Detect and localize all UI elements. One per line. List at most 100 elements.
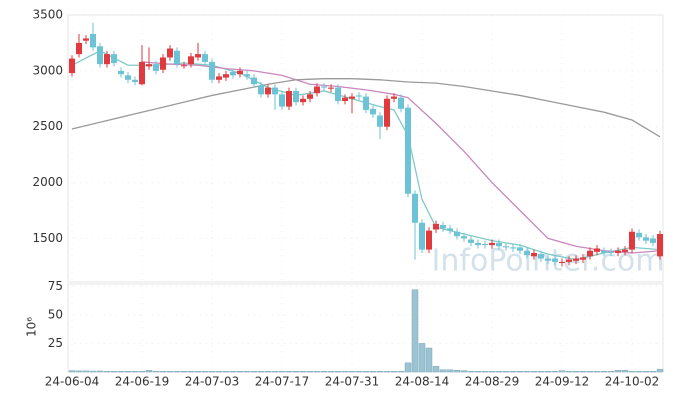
candle-body [538, 254, 544, 259]
x-tick-label: 24-07-03 [185, 375, 239, 389]
candle-body [601, 250, 607, 253]
candle-body [566, 259, 572, 262]
candle-body [160, 57, 166, 70]
y-tick-label: 3500 [32, 8, 63, 22]
volume-bar [124, 371, 132, 373]
volume-bar [257, 371, 265, 373]
volume-bar [418, 343, 426, 373]
candle-body [181, 65, 187, 67]
candle-body [321, 86, 327, 88]
candle-body [293, 90, 299, 103]
candle-body [300, 98, 306, 103]
candle-body [517, 247, 523, 251]
candle-body [573, 258, 579, 261]
candle-body [608, 251, 614, 253]
volume-bar [264, 371, 272, 373]
candle-body [230, 71, 236, 76]
volume-bar [292, 371, 300, 373]
volume-bar [271, 371, 279, 373]
price-frame [67, 14, 664, 283]
candle-body [111, 54, 117, 64]
volume-bar [481, 371, 489, 373]
volume-bar [586, 371, 594, 373]
candle-body [594, 248, 600, 252]
volume-bar [404, 362, 412, 373]
volume-bar [516, 371, 524, 373]
candle-body [244, 74, 250, 77]
volume-bar [166, 371, 174, 373]
candle-body [328, 87, 334, 89]
volume-bar [397, 371, 405, 373]
candle-body [580, 257, 586, 260]
volume-bar [523, 371, 531, 373]
volume-bar [558, 370, 566, 373]
volume-bar [390, 371, 398, 373]
volume-bar [537, 371, 545, 373]
volume-y-label: 10⁶ [25, 317, 39, 337]
volume-bar [117, 371, 125, 373]
candle-body [461, 236, 467, 239]
volume-bar [341, 371, 349, 373]
candle-body [405, 107, 411, 194]
volume-bar [649, 371, 657, 373]
moving-average [71, 78, 661, 138]
volume-bar [208, 371, 216, 373]
candle-body [76, 42, 82, 55]
candle-body [125, 75, 131, 80]
candle-body [195, 54, 201, 58]
volume-bar [425, 347, 433, 373]
x-tick-label: 24-09-12 [535, 375, 589, 389]
volume-bar [131, 371, 139, 373]
candle-body [377, 115, 383, 127]
volume-bar [656, 368, 664, 373]
volume-bar [635, 371, 643, 373]
volume-tick-label: 50 [48, 307, 63, 321]
volume-bar [306, 371, 314, 373]
volume-bar [446, 369, 454, 373]
volume-bar [614, 370, 622, 373]
volume-bar [628, 371, 636, 373]
candle-body [335, 87, 341, 102]
candle-body [356, 95, 362, 97]
volume-bar [75, 370, 83, 373]
volume-bar [474, 371, 482, 373]
candle-body [209, 61, 215, 80]
volume-bar [138, 371, 146, 373]
candle-body [307, 94, 313, 99]
candle-body [153, 64, 159, 71]
candle-body [97, 46, 103, 65]
volume-bar [362, 371, 370, 373]
candle-body [482, 244, 488, 246]
y-tick-label: 3000 [32, 63, 63, 77]
x-tick-label: 24-06-04 [45, 375, 99, 389]
volume-bar [502, 371, 510, 373]
candle-body [419, 222, 425, 250]
volume-tick-label: 75 [48, 279, 63, 293]
x-tick-label: 24-06-19 [115, 375, 169, 389]
candle-body [384, 98, 390, 127]
volume-bar [621, 370, 629, 373]
volume-bar [579, 371, 587, 373]
candle-body [587, 250, 593, 257]
candle-body [398, 97, 404, 109]
y-tick-label: 2000 [32, 175, 63, 189]
candle-body [83, 38, 89, 41]
candle-body [433, 223, 439, 230]
candle-body [314, 86, 320, 94]
volume-bar [600, 371, 608, 373]
volume-bar [320, 371, 328, 373]
volume-bar [180, 371, 188, 373]
candle-body [258, 85, 264, 95]
candle-body [216, 76, 222, 80]
candle-body [468, 239, 474, 243]
candle-body [503, 246, 509, 248]
candle-body [188, 56, 194, 65]
candle-body [279, 94, 285, 107]
volume-bar [495, 371, 503, 373]
candle-body [615, 250, 621, 253]
candle-body [132, 79, 138, 83]
x-tick-label: 24-08-29 [465, 375, 519, 389]
volume-bar [593, 371, 601, 373]
volume-bar [215, 371, 223, 373]
